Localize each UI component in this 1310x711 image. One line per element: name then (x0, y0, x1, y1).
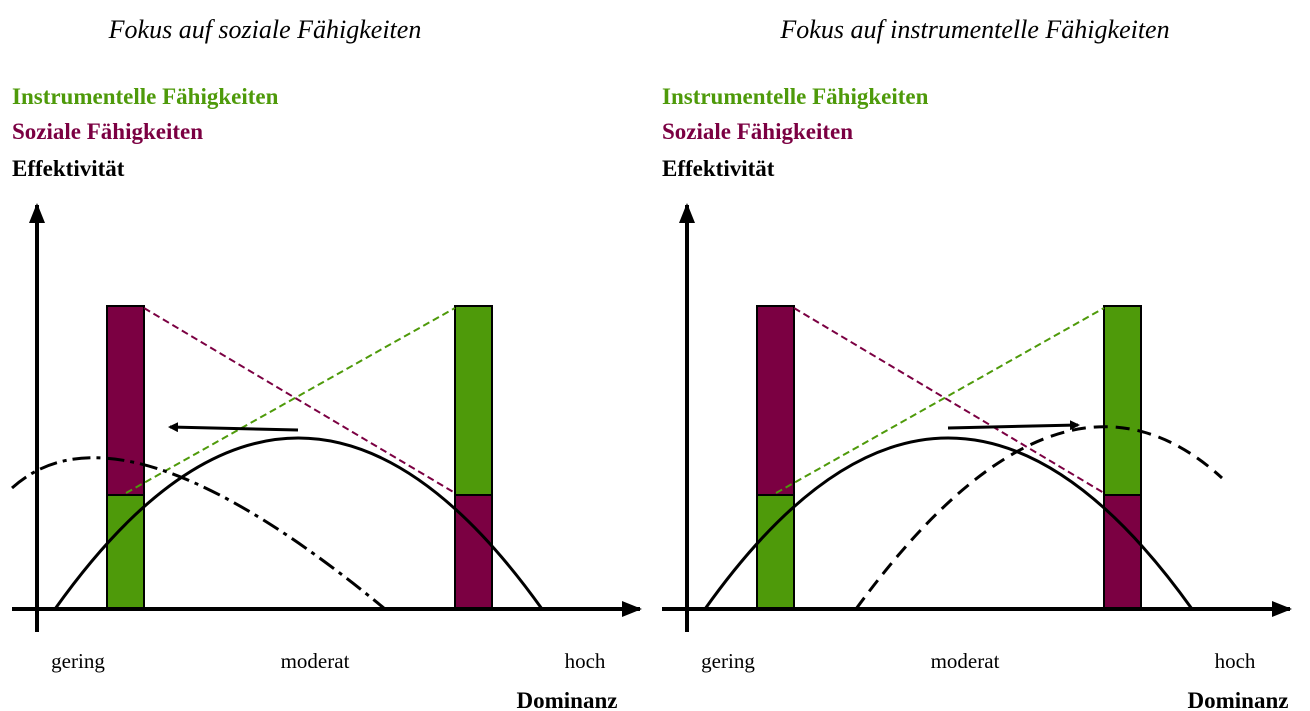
dashed-line (143, 307, 456, 494)
x-axis-label: Dominanz (517, 688, 618, 711)
panel-title: Fokus auf soziale Fähigkeiten (108, 15, 422, 44)
legend-item: Effektivität (662, 156, 775, 181)
legend-item: Instrumentelle Fähigkeiten (662, 84, 929, 109)
shift-arrow (947, 420, 1080, 431)
bar-top (1103, 305, 1142, 496)
legend-item: Soziale Fähigkeiten (12, 119, 203, 144)
legend-item: Soziale Fähigkeiten (662, 119, 853, 144)
x-label: moderat (931, 649, 1000, 673)
x-label: hoch (565, 649, 606, 673)
x-axis-label: Dominanz (1188, 688, 1289, 711)
bar-top (756, 305, 795, 496)
effectiveness-curve (703, 436, 1194, 610)
x-label: hoch (1215, 649, 1256, 673)
x-label: gering (51, 649, 105, 673)
dashed-line (793, 307, 1105, 494)
effectiveness-curve (53, 436, 544, 610)
bar-top (106, 305, 145, 496)
bar-top (454, 305, 493, 496)
legend-item: Effektivität (12, 156, 125, 181)
shifted-curve (10, 456, 386, 611)
dashed-line (125, 307, 456, 494)
shifted-curve (854, 425, 1224, 610)
dashed-line (775, 307, 1105, 494)
shift-arrow (168, 422, 299, 433)
legend-item: Instrumentelle Fähigkeiten (12, 84, 279, 109)
x-label: gering (701, 649, 755, 673)
x-label: moderat (281, 649, 350, 673)
panel-title: Fokus auf instrumentelle Fähigkeiten (779, 15, 1169, 44)
